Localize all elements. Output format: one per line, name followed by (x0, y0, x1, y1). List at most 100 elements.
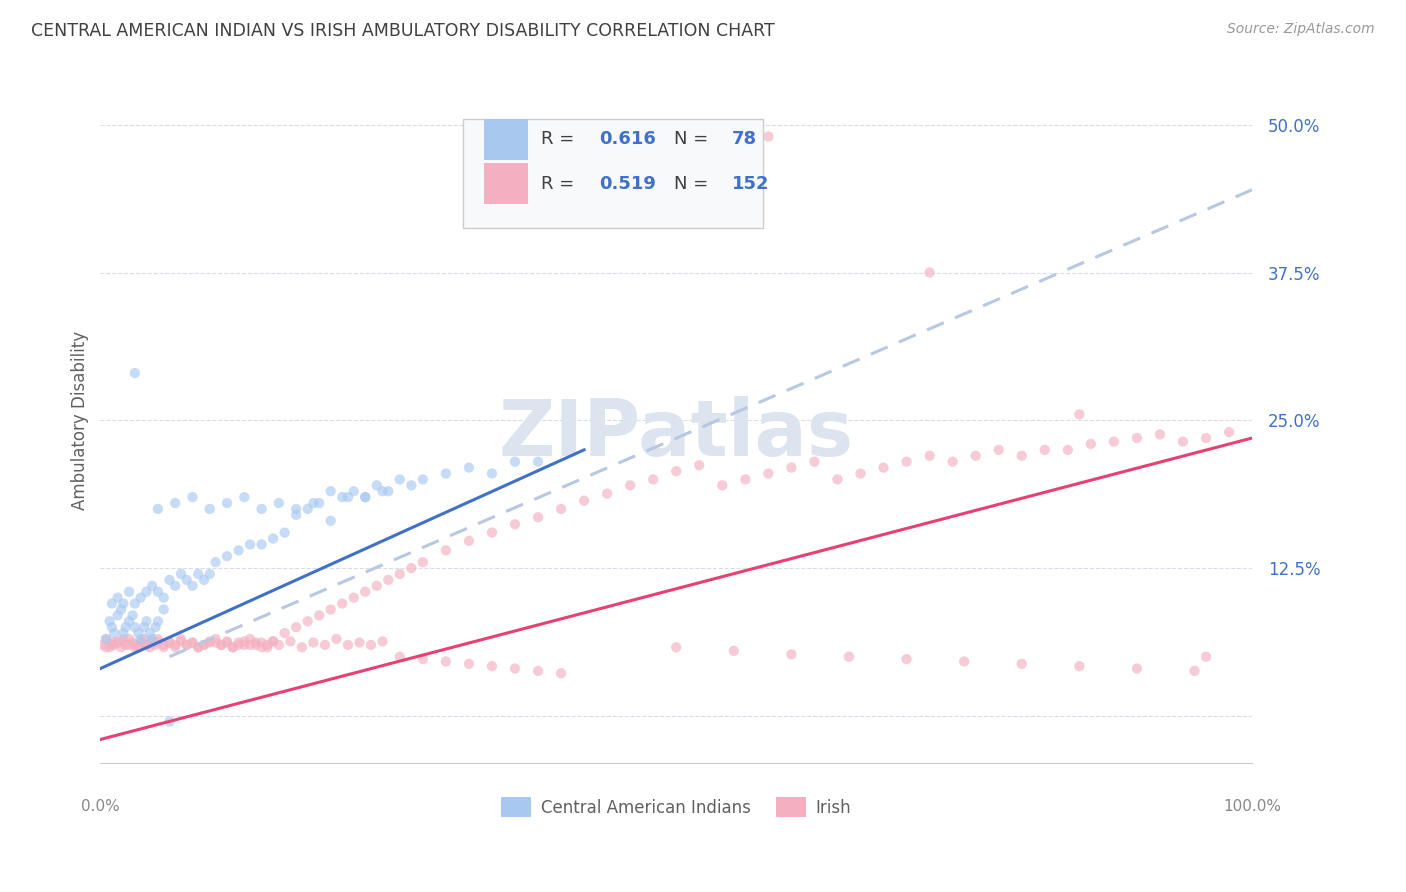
Point (110, 640, 132, 655)
Point (643, 472, 665, 486)
Point (124, 597, 146, 611)
Point (170, 634, 193, 648)
Point (127, 640, 149, 655)
Point (1102, 434, 1125, 449)
Point (360, 638, 382, 652)
FancyBboxPatch shape (463, 119, 762, 228)
Point (401, 561, 423, 575)
Point (1069, 408, 1091, 422)
Point (215, 635, 238, 649)
Point (228, 635, 250, 649)
Point (239, 632, 262, 646)
Point (98, 640, 121, 655)
Point (233, 634, 256, 648)
Point (1126, 661, 1149, 675)
Point (239, 638, 262, 652)
Point (124, 366, 146, 380)
Point (118, 632, 141, 646)
Point (101, 597, 124, 611)
Point (780, 460, 803, 475)
Point (176, 573, 198, 587)
Point (711, 478, 734, 492)
Point (204, 555, 226, 569)
Text: N =: N = (673, 175, 714, 193)
Point (262, 634, 284, 648)
Point (124, 620, 146, 634)
Point (101, 635, 124, 649)
Point (239, 537, 262, 551)
Point (107, 634, 129, 648)
Point (780, 648, 803, 662)
Point (118, 614, 141, 628)
Point (366, 478, 388, 492)
Point (204, 632, 226, 646)
Point (256, 640, 278, 655)
Point (233, 638, 256, 652)
Point (135, 614, 157, 628)
Point (319, 514, 342, 528)
Point (165, 579, 187, 593)
Point (1149, 427, 1171, 442)
Point (896, 652, 918, 666)
Point (458, 533, 481, 548)
Point (165, 496, 187, 510)
Point (204, 635, 226, 649)
Point (222, 640, 245, 655)
Point (198, 634, 221, 648)
Point (181, 490, 204, 504)
Point (285, 620, 308, 634)
Text: 100.0%: 100.0% (1223, 798, 1281, 814)
Point (267, 496, 290, 510)
Point (262, 634, 284, 648)
Point (139, 626, 162, 640)
Point (987, 442, 1010, 457)
Point (371, 634, 394, 648)
Point (165, 640, 187, 655)
Point (176, 638, 198, 652)
Point (942, 455, 965, 469)
Point (152, 591, 174, 605)
Point (112, 597, 135, 611)
Point (354, 490, 377, 504)
Point (103, 638, 125, 652)
Point (129, 591, 152, 605)
Point (94, 640, 117, 655)
Point (250, 537, 273, 551)
Point (336, 638, 359, 652)
Point (146, 502, 169, 516)
Bar (484, 119, 527, 160)
Point (756, 129, 779, 144)
Point (198, 635, 221, 649)
Point (91, 638, 114, 652)
Point (1218, 425, 1240, 439)
Point (209, 638, 232, 652)
Point (527, 664, 550, 678)
Point (124, 640, 146, 655)
Point (285, 508, 308, 522)
Text: 152: 152 (731, 175, 769, 193)
Point (343, 484, 366, 499)
Point (503, 455, 526, 469)
Point (114, 638, 136, 652)
Point (280, 634, 302, 648)
Point (112, 632, 135, 646)
Text: Source: ZipAtlas.com: Source: ZipAtlas.com (1227, 22, 1375, 37)
Point (267, 638, 290, 652)
Point (94, 632, 117, 646)
Point (319, 602, 342, 616)
Point (159, 635, 181, 649)
Point (170, 632, 193, 646)
Point (550, 502, 572, 516)
Point (121, 608, 143, 623)
Text: N =: N = (673, 130, 714, 148)
Point (193, 573, 215, 587)
Bar (484, 163, 527, 204)
Point (193, 638, 215, 652)
Point (371, 484, 394, 499)
Point (388, 566, 411, 581)
Point (181, 635, 204, 649)
Point (838, 649, 860, 664)
Point (1171, 434, 1194, 449)
Point (228, 543, 250, 558)
Point (112, 626, 135, 640)
